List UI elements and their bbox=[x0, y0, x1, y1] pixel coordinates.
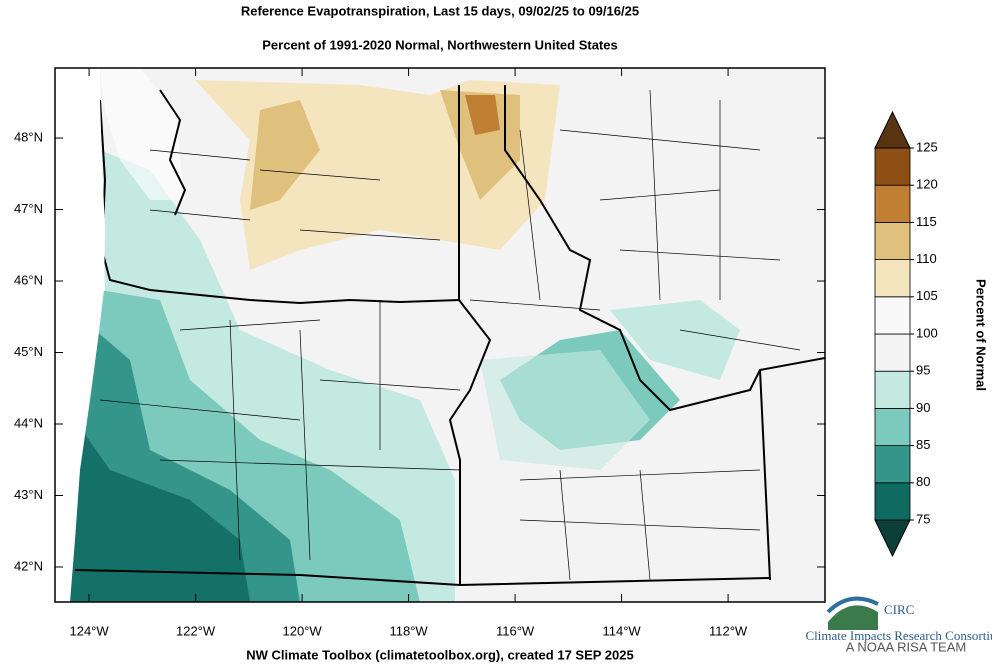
logo-icon-arc bbox=[826, 596, 879, 614]
logo-icon bbox=[828, 605, 878, 630]
logo-subtitle: Climate Impacts Research Consortium bbox=[805, 628, 992, 643]
colorbar-band bbox=[874, 370, 911, 409]
colorbar-tick-label: 100 bbox=[916, 325, 938, 340]
colorbar-band bbox=[874, 296, 911, 335]
y-tick-label: 45°N bbox=[14, 344, 43, 359]
logo-name: CIRC bbox=[884, 602, 914, 617]
x-tick-label: 114°W bbox=[602, 623, 641, 638]
y-tick-label: 42°N bbox=[14, 558, 43, 573]
y-tick-label: 43°N bbox=[14, 487, 43, 502]
colorbar-tick-label: 85 bbox=[916, 437, 930, 452]
colorbar-tick-label: 120 bbox=[916, 177, 938, 192]
x-tick-label: 124°W bbox=[69, 623, 109, 638]
map-area bbox=[54, 67, 826, 603]
logo: CIRC Climate Impacts Research Consortium… bbox=[805, 596, 992, 654]
colorbar-tick-label: 110 bbox=[916, 251, 937, 266]
colorbar-band bbox=[874, 147, 911, 186]
colorbar-tick-label: 125 bbox=[916, 139, 938, 154]
colorbar-tick-label: 90 bbox=[916, 400, 930, 415]
colorbar-title: Percent of Normal bbox=[974, 279, 989, 391]
x-tick-label: 112°W bbox=[709, 623, 748, 638]
colorbar-band bbox=[874, 184, 911, 223]
logo-tagline: A NOAA RISA TEAM bbox=[846, 639, 966, 654]
colorbar-under bbox=[874, 519, 911, 558]
colorbar-tick-label: 95 bbox=[916, 363, 930, 378]
colorbar-band bbox=[874, 482, 911, 521]
colorbar-tick-label: 115 bbox=[916, 214, 937, 229]
axis-ticks: 124°W 122°W 120°W 118°W 116°W 114°W 112°W 42°N 4… bbox=[14, 68, 825, 638]
title: Reference Evapotranspiration, Last 15 da… bbox=[241, 3, 639, 18]
y-tick-label: 44°N bbox=[14, 415, 43, 430]
x-tick-label: 118°W bbox=[389, 623, 428, 638]
colorbar-band bbox=[874, 445, 911, 484]
colorbar-band bbox=[874, 333, 911, 372]
colorbar-tick-label: 75 bbox=[916, 511, 930, 526]
x-tick-label: 120°W bbox=[282, 623, 322, 638]
colorbar-tick-label: 105 bbox=[916, 288, 938, 303]
colorbar: 75 80 85 90 95 100 105 110 115 120 125 bbox=[874, 110, 938, 558]
colorbar-over bbox=[874, 110, 911, 149]
y-tick-label: 46°N bbox=[14, 272, 43, 287]
x-tick-label: 116°W bbox=[496, 623, 535, 638]
colorbar-band bbox=[874, 407, 911, 446]
colorbar-band bbox=[874, 221, 911, 260]
y-tick-label: 48°N bbox=[14, 129, 43, 144]
colorbar-tick-label: 80 bbox=[916, 474, 930, 489]
footer: NW Climate Toolbox (climatetoolbox.org),… bbox=[246, 647, 633, 662]
subtitle: Percent of 1991-2020 Normal, Northwester… bbox=[262, 37, 617, 52]
y-tick-label: 47°N bbox=[14, 201, 43, 216]
x-tick-label: 122°W bbox=[176, 623, 216, 638]
colorbar-band bbox=[874, 259, 911, 298]
